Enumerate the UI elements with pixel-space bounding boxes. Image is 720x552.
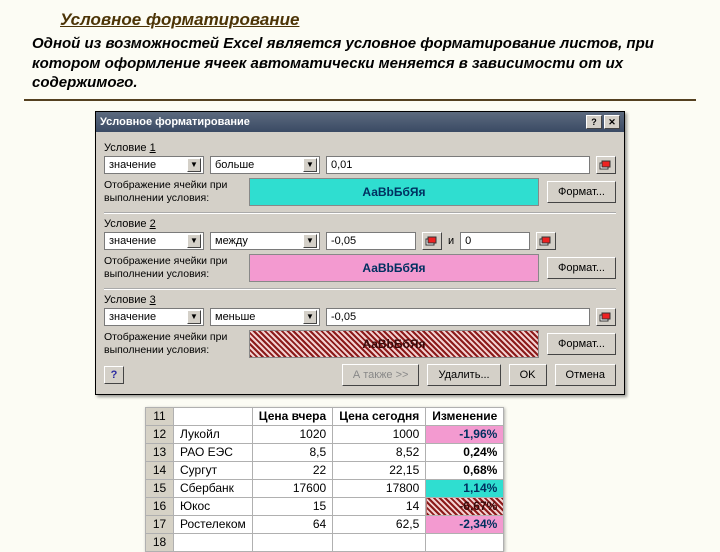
cell-change: -2,34% [426, 515, 504, 533]
cell-value: 17600 [252, 479, 332, 497]
condition-label: Условие 2 [104, 218, 616, 230]
cell-value: 62,5 [333, 515, 426, 533]
delete-button[interactable]: Удалить... [427, 364, 500, 386]
condition-operator-select[interactable]: между▼ [210, 232, 320, 250]
chevron-down-icon: ▼ [187, 234, 201, 248]
close-icon[interactable]: ✕ [604, 115, 620, 129]
conditional-formatting-dialog: Условное форматирование ? ✕ Условие 1 зна… [95, 111, 625, 395]
cell-change: -1,96% [426, 425, 504, 443]
row-header: 12 [146, 425, 174, 443]
condition-type-select[interactable]: значение▼ [104, 308, 204, 326]
cell-value: 8,52 [333, 443, 426, 461]
format-preview: АаВbБбЯя [249, 178, 539, 206]
column-header [174, 407, 253, 425]
range-picker-icon[interactable] [596, 308, 616, 326]
cell-value: 17800 [333, 479, 426, 497]
row-header: 15 [146, 479, 174, 497]
cell-name: РАО ЕЭС [174, 443, 253, 461]
page-title: Условное форматирование [0, 0, 720, 30]
help-button[interactable]: ? [104, 366, 124, 384]
cell-change: 0,24% [426, 443, 504, 461]
cell-value: 22,15 [333, 461, 426, 479]
range-picker-icon[interactable] [596, 156, 616, 174]
row-header: 16 [146, 497, 174, 515]
chevron-down-icon: ▼ [303, 234, 317, 248]
cell-change: 1,14% [426, 479, 504, 497]
condition-operator-select[interactable]: меньше▼ [210, 308, 320, 326]
condition-label: Условие 3 [104, 294, 616, 306]
condition-value-1[interactable]: 0,01 [326, 156, 590, 174]
format-button[interactable]: Формат... [547, 181, 616, 203]
condition-value-2[interactable]: 0 [460, 232, 530, 250]
chevron-down-icon: ▼ [187, 158, 201, 172]
row-header: 18 [146, 533, 174, 551]
format-button[interactable]: Формат... [547, 257, 616, 279]
also-button: А также >> [342, 364, 420, 386]
condition-value-1[interactable]: -0,05 [326, 308, 590, 326]
format-preview: АаВbБбЯя [249, 330, 539, 358]
cell-name: Сургут [174, 461, 253, 479]
dialog-title: Условное форматирование [100, 116, 250, 128]
cell-value: 14 [333, 497, 426, 515]
cell-name: Сбербанк [174, 479, 253, 497]
cell-value: 15 [252, 497, 332, 515]
format-preview: АаВbБбЯя [249, 254, 539, 282]
row-header: 17 [146, 515, 174, 533]
chevron-down-icon: ▼ [187, 310, 201, 324]
range-picker-icon[interactable] [536, 232, 556, 250]
row-header: 11 [146, 407, 174, 425]
preview-label: Отображение ячейки при выполнении услови… [104, 331, 249, 356]
cell-value: 8,5 [252, 443, 332, 461]
row-header: 14 [146, 461, 174, 479]
preview-label: Отображение ячейки при выполнении услови… [104, 255, 249, 280]
cell-value: 64 [252, 515, 332, 533]
condition-label: Условие 1 [104, 142, 616, 154]
help-icon[interactable]: ? [586, 115, 602, 129]
format-button[interactable]: Формат... [547, 333, 616, 355]
row-header: 13 [146, 443, 174, 461]
chevron-down-icon: ▼ [303, 158, 317, 172]
divider [24, 99, 696, 101]
spreadsheet-preview: 11 Цена вчераЦена сегодняИзменение 12Лукой… [145, 407, 575, 552]
column-header: Цена сегодня [333, 407, 426, 425]
condition-operator-select[interactable]: больше▼ [210, 156, 320, 174]
cell-value: 1000 [333, 425, 426, 443]
cell-change: 0,68% [426, 461, 504, 479]
cell-value: 1020 [252, 425, 332, 443]
condition-type-select[interactable]: значение▼ [104, 156, 204, 174]
preview-label: Отображение ячейки при выполнении услови… [104, 179, 249, 204]
cell-name: Ростелеком [174, 515, 253, 533]
chevron-down-icon: ▼ [303, 310, 317, 324]
condition-value-1[interactable]: -0,05 [326, 232, 416, 250]
range-picker-icon[interactable] [422, 232, 442, 250]
condition-type-select[interactable]: значение▼ [104, 232, 204, 250]
cell-change: -6,67% [426, 497, 504, 515]
dialog-titlebar: Условное форматирование ? ✕ [96, 112, 624, 132]
page-subtitle: Одной из возможностей Excel является усл… [0, 30, 720, 97]
cell-name: Юкос [174, 497, 253, 515]
between-label: и [448, 235, 454, 247]
cancel-button[interactable]: Отмена [555, 364, 616, 386]
column-header: Цена вчера [252, 407, 332, 425]
cell-name: Лукойл [174, 425, 253, 443]
column-header: Изменение [426, 407, 504, 425]
ok-button[interactable]: OK [509, 364, 547, 386]
cell-value: 22 [252, 461, 332, 479]
